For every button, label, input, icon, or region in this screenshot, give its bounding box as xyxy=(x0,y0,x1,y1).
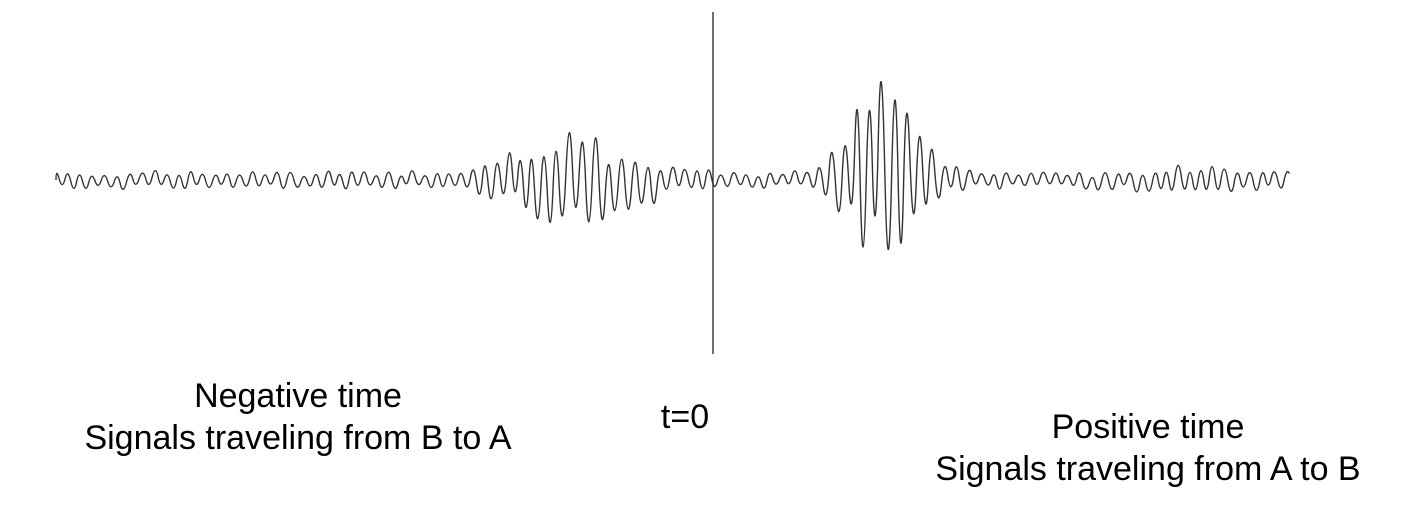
t-zero-caption: t=0 xyxy=(630,396,740,438)
t-zero-label: t=0 xyxy=(660,398,710,436)
negative-time-description: Signals traveling from B to A xyxy=(84,419,512,457)
negative-time-caption: Negative time Signals traveling from B t… xyxy=(8,375,588,459)
correlation-waveform xyxy=(55,80,1291,251)
negative-time-title: Negative time xyxy=(194,377,402,415)
positive-time-description: Signals traveling from A to B xyxy=(935,450,1361,488)
positive-time-caption: Positive time Signals traveling from A t… xyxy=(868,406,1428,490)
positive-time-title: Positive time xyxy=(1051,408,1245,446)
